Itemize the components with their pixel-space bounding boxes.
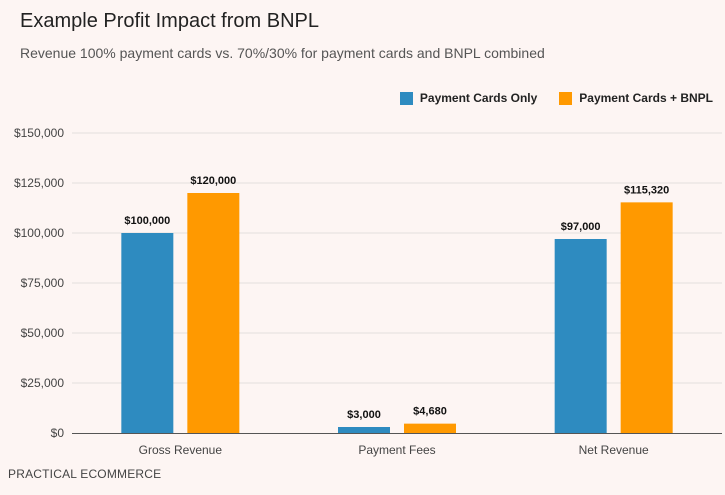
x-tick-label: Payment Fees	[358, 443, 435, 457]
legend-item-payment-cards-bnpl[interactable]: Payment Cards + BNPL	[559, 91, 713, 105]
bar	[187, 193, 240, 433]
bar-chart: $0 $25,000 $50,000 $75,000 $100,000 $125,000 $…	[14, 126, 722, 457]
data-label: $4,680	[413, 406, 447, 418]
chart-subtitle: Revenue 100% payment cards vs. 70%/30% f…	[20, 45, 545, 61]
data-label: $97,000	[561, 221, 601, 233]
legend-label-payment-cards-only: Payment Cards Only	[419, 91, 538, 105]
x-tick-label: Net Revenue	[579, 443, 649, 457]
data-label: $100,000	[124, 215, 170, 227]
legend-item-payment-cards-only[interactable]: Payment Cards Only	[399, 91, 538, 105]
y-tick-label: $150,000	[14, 126, 64, 140]
chart-legend: Payment Cards Only Payment Cards + BNPL	[399, 91, 713, 105]
bar	[404, 423, 456, 433]
legend-swatch-payment-cards-bnpl	[559, 91, 573, 105]
y-tick-label: $25,000	[21, 376, 65, 390]
y-tick-label: $75,000	[21, 276, 65, 290]
y-tick-label: $125,000	[14, 176, 64, 190]
bar	[554, 239, 607, 433]
bar	[121, 233, 174, 433]
legend-swatch-payment-cards-only	[399, 91, 413, 105]
chart-title: Example Profit Impact from BNPL	[20, 10, 319, 32]
legend-label-payment-cards-bnpl: Payment Cards + BNPL	[579, 91, 713, 105]
source-credit: PRACTICAL ECOMMERCE	[8, 467, 162, 481]
y-tick-label: $0	[51, 426, 65, 440]
bar	[620, 202, 673, 433]
bar	[338, 427, 390, 433]
x-tick-label: Gross Revenue	[139, 443, 223, 457]
y-tick-label: $100,000	[14, 226, 64, 240]
data-label: $120,000	[190, 175, 236, 187]
data-label: $3,000	[347, 409, 381, 421]
y-tick-label: $50,000	[21, 326, 65, 340]
data-label: $115,320	[624, 184, 669, 196]
